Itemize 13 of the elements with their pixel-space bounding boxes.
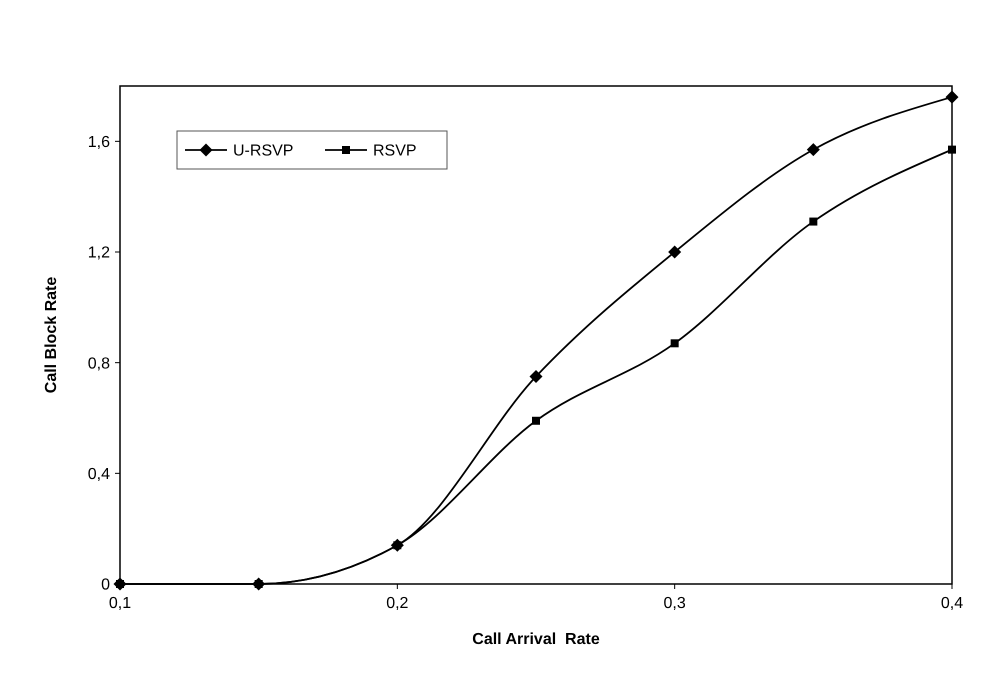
y-tick-label: 1,6 (88, 134, 110, 151)
x-tick-label: 0,2 (386, 595, 409, 612)
x-tick-label: 0,4 (940, 595, 964, 612)
legend-label: RSVP (373, 142, 417, 160)
y-tick-label: 0,4 (88, 466, 110, 483)
y-tick-label: 0 (101, 576, 110, 594)
y-axis-title: Call Block Rate (43, 276, 60, 394)
x-tick-label: 0,3 (664, 595, 686, 612)
x-tick-label: 0,1 (108, 595, 132, 612)
y-tick-label: 1,2 (88, 244, 110, 262)
legend-label: U-RSVP (233, 142, 294, 160)
y-tick-label: 0,8 (88, 355, 110, 372)
x-axis-title: Call Arrival Rate (472, 631, 600, 648)
